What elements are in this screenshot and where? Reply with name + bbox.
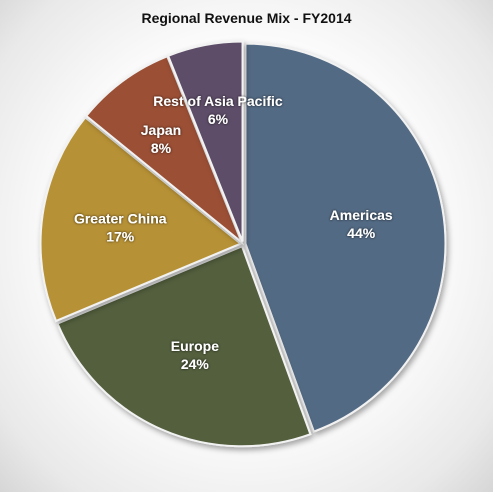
slice-percent-label: 44% [347,225,376,241]
slice-percent-label: 17% [106,228,135,244]
pie-slice-americas [244,42,447,433]
slice-name-label: Japan [141,122,181,138]
slice-percent-label: 24% [181,356,210,372]
slice-name-label: Europe [171,338,219,354]
slice-name-label: Rest of Asia Pacific [153,93,283,109]
chart-title: Regional Revenue Mix - FY2014 [141,10,352,26]
slice-name-label: Greater China [74,210,167,226]
slice-name-label: Americas [330,207,393,223]
pie-slice-japan [84,55,244,246]
pie-slice-greater-china [39,116,243,323]
pie-slice-europe [56,244,312,448]
slice-percent-label: 8% [151,140,172,156]
slice-percent-label: 6% [208,111,229,127]
pie-slice-rest-of-asia-pacific [166,40,244,242]
